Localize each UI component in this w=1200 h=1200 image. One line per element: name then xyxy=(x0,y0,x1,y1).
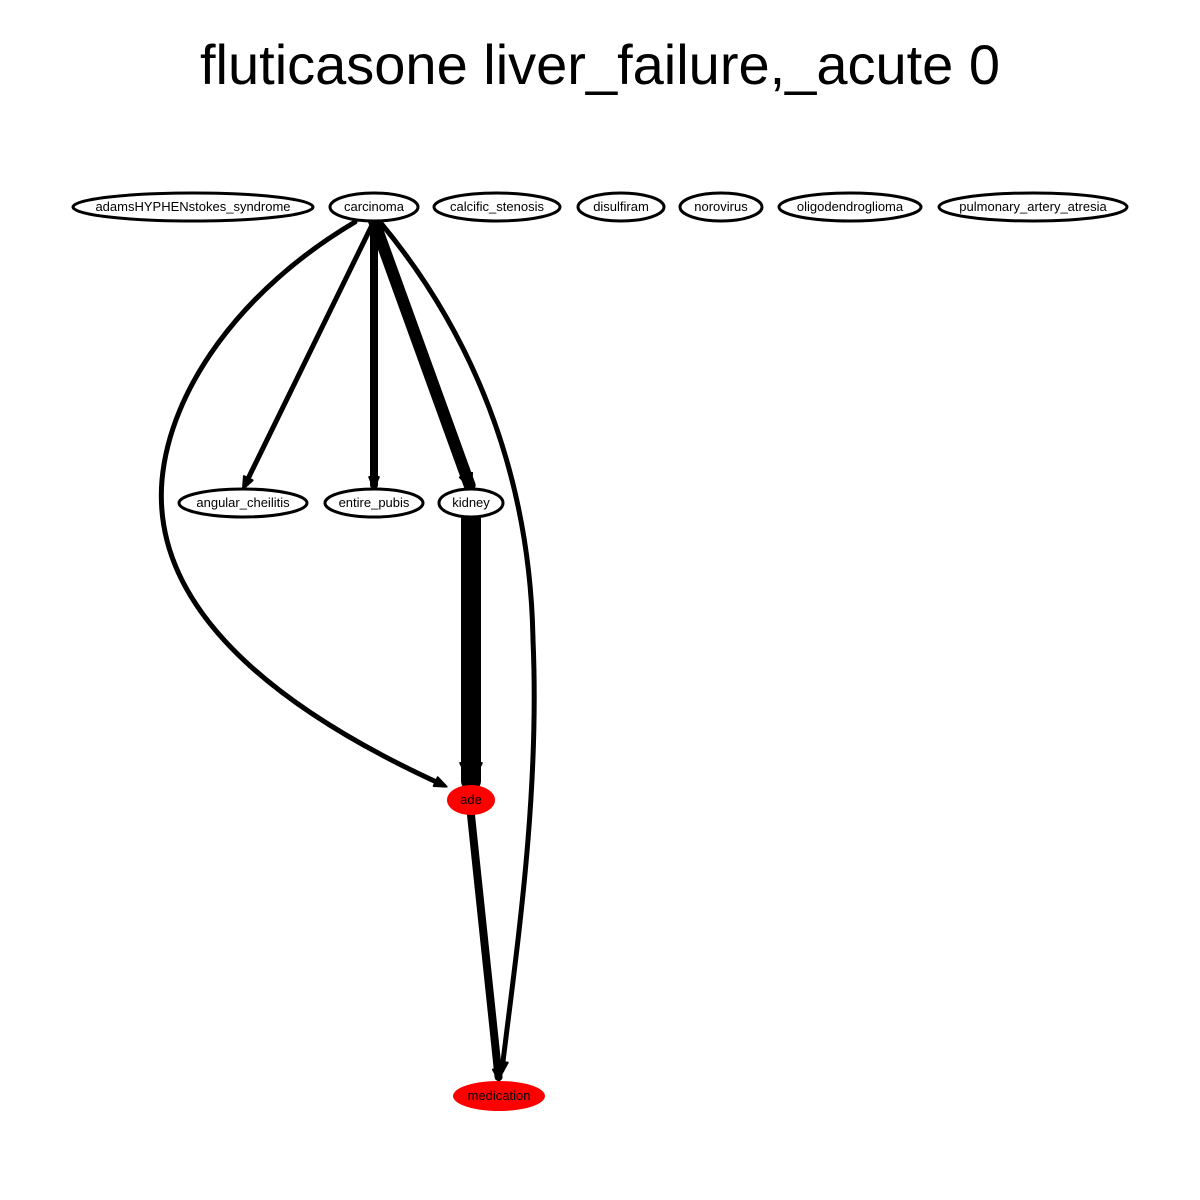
node-adams[interactable]: adamsHYPHENstokes_syndrome xyxy=(71,191,315,223)
arrowhead xyxy=(491,1067,504,1082)
nodes-layer: adamsHYPHENstokes_syndrome carcinoma calci… xyxy=(71,191,1129,1111)
node-label: medication xyxy=(468,1088,531,1103)
node-label: norovirus xyxy=(694,199,748,214)
node-shape xyxy=(447,785,495,815)
edge-ade-to-medication xyxy=(467,811,504,1082)
node-carcinoma[interactable]: carcinoma xyxy=(328,191,420,223)
node-norovirus[interactable]: norovirus xyxy=(678,191,764,223)
edge-line xyxy=(158,219,446,788)
edge-carcinoma-to-medication xyxy=(377,219,537,1075)
edge-line xyxy=(368,215,476,492)
node-shape xyxy=(432,191,562,223)
edge-line xyxy=(377,219,537,1073)
graph-title: fluticasone liver_failure,_acute 0 xyxy=(200,33,1000,96)
edge-carcinoma-to-kidney xyxy=(368,215,476,492)
node-shape xyxy=(328,191,420,223)
arrowhead xyxy=(458,471,474,490)
arrowhead xyxy=(459,762,483,786)
node-ade[interactable]: ade xyxy=(447,785,495,815)
node-pulmonary[interactable]: pulmonary_artery_atresia xyxy=(937,191,1129,223)
node-label: calcific_stenosis xyxy=(450,199,544,214)
node-shape xyxy=(177,487,309,519)
node-shape xyxy=(323,487,425,519)
node-shape xyxy=(777,191,923,223)
arrowhead xyxy=(242,475,254,490)
node-shape xyxy=(71,191,315,223)
node-oligo[interactable]: oligodendroglioma xyxy=(777,191,923,223)
node-pubis[interactable]: entire_pubis xyxy=(323,487,425,519)
node-disulfiram[interactable]: disulfiram xyxy=(576,191,666,223)
node-shape xyxy=(678,191,764,223)
node-label: carcinoma xyxy=(344,199,405,214)
node-label: oligodendroglioma xyxy=(797,199,904,214)
node-shape xyxy=(453,1081,545,1111)
node-label: ade xyxy=(460,792,482,807)
node-label: pulmonary_artery_atresia xyxy=(959,199,1107,214)
edge-line xyxy=(467,811,503,1082)
node-label: kidney xyxy=(452,495,490,510)
edges-layer xyxy=(158,215,537,1082)
node-shape xyxy=(576,191,666,223)
node-calcific[interactable]: calcific_stenosis xyxy=(432,191,562,223)
node-shape xyxy=(437,487,505,519)
node-label: adamsHYPHENstokes_syndrome xyxy=(95,199,290,214)
edge-carcinoma-to-ade xyxy=(158,219,448,788)
arrowhead xyxy=(432,776,448,788)
node-medication[interactable]: medication xyxy=(453,1081,545,1111)
edge-carcinoma-to-angular xyxy=(242,218,377,490)
node-label: angular_cheilitis xyxy=(196,495,290,510)
node-shape xyxy=(937,191,1129,223)
node-angular[interactable]: angular_cheilitis xyxy=(177,487,309,519)
node-label: disulfiram xyxy=(593,199,649,214)
edge-carcinoma-to-pubis xyxy=(368,217,380,490)
edge-kidney-to-ade xyxy=(459,507,483,791)
node-label: entire_pubis xyxy=(339,495,410,510)
node-kidney[interactable]: kidney xyxy=(437,487,505,519)
edge-line xyxy=(242,218,377,488)
arrowhead xyxy=(368,476,380,490)
